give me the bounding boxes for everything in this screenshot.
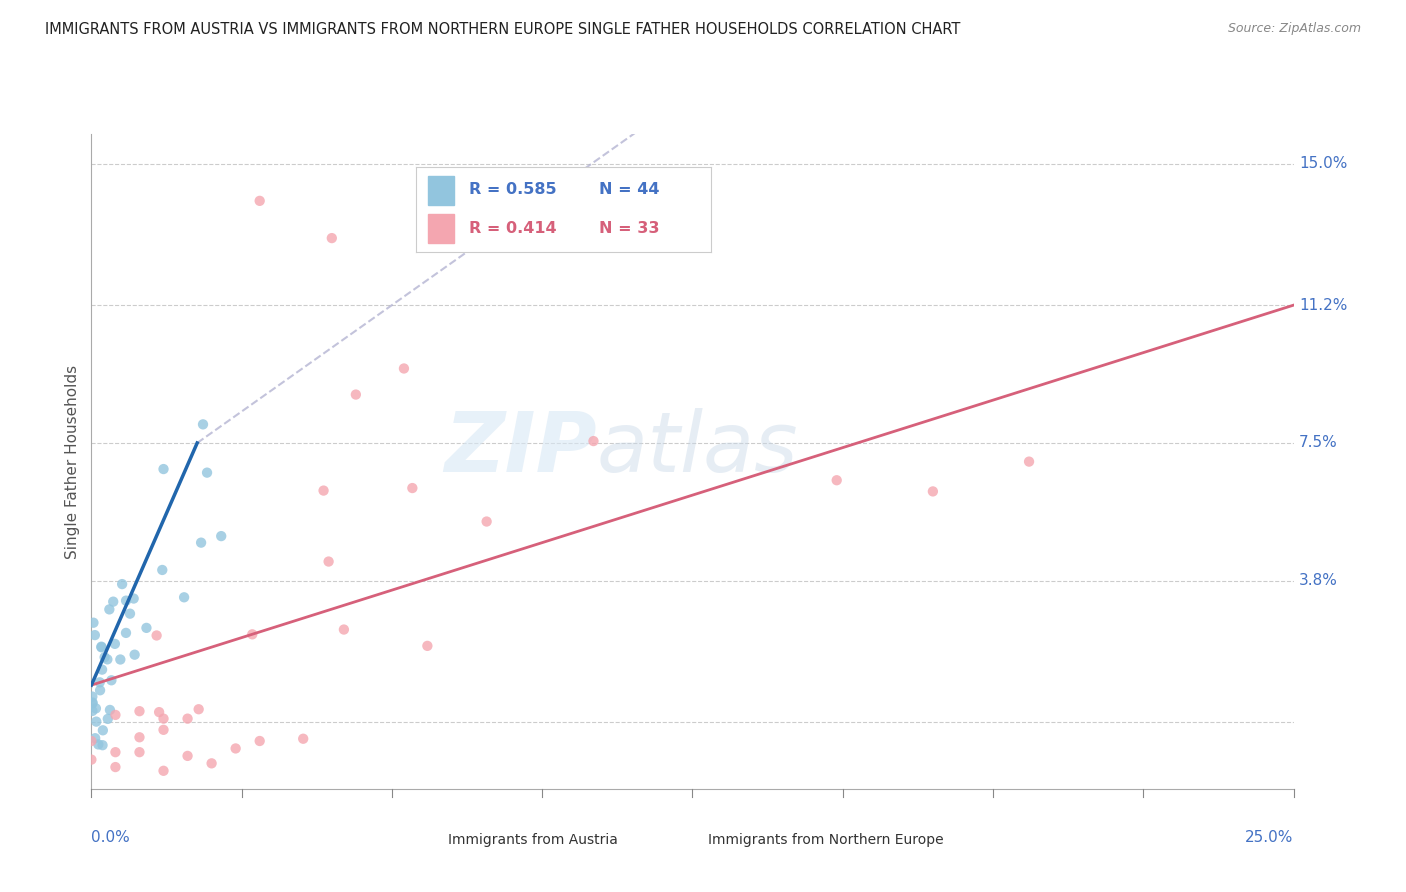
Text: 3.8%: 3.8% <box>1299 574 1339 589</box>
Point <box>401 481 423 495</box>
Text: 7.5%: 7.5% <box>1299 435 1339 450</box>
Point <box>173 591 195 605</box>
Point <box>582 434 605 448</box>
Point <box>82 704 104 718</box>
Point <box>475 515 498 529</box>
Point <box>145 628 167 642</box>
Text: atlas: atlas <box>596 408 799 489</box>
Point <box>128 731 150 745</box>
Point <box>176 712 198 726</box>
Point <box>104 745 127 759</box>
Point <box>89 675 111 690</box>
Point <box>91 723 114 738</box>
Text: R = 0.414: R = 0.414 <box>470 220 557 235</box>
Point <box>91 663 114 677</box>
Point <box>100 673 122 688</box>
Text: 15.0%: 15.0% <box>1299 156 1347 171</box>
Point <box>84 701 107 715</box>
Point <box>104 637 127 651</box>
Text: 0.0%: 0.0% <box>91 830 131 845</box>
Point <box>82 697 104 711</box>
Point <box>318 555 340 569</box>
Point <box>122 591 145 606</box>
Point <box>115 626 138 640</box>
Point <box>80 734 103 748</box>
Point <box>115 593 138 607</box>
Point <box>84 731 107 746</box>
Point <box>96 652 118 666</box>
Point <box>1018 455 1040 469</box>
Point <box>152 712 174 726</box>
Text: Immigrants from Austria: Immigrants from Austria <box>449 833 619 847</box>
Point <box>124 648 146 662</box>
Text: Immigrants from Northern Europe: Immigrants from Northern Europe <box>709 833 943 847</box>
Point <box>82 696 104 710</box>
Bar <box>427 214 454 244</box>
Point <box>152 764 174 778</box>
Point <box>98 602 121 616</box>
Point <box>152 462 174 476</box>
Point <box>98 703 121 717</box>
Point <box>249 734 271 748</box>
Point <box>87 738 110 752</box>
Text: Source: ZipAtlas.com: Source: ZipAtlas.com <box>1227 22 1361 36</box>
Point <box>89 683 111 698</box>
Point <box>104 707 127 722</box>
Point <box>416 639 439 653</box>
Point <box>333 623 356 637</box>
Point <box>225 741 247 756</box>
Bar <box>427 176 454 205</box>
Point <box>321 231 343 245</box>
Point <box>93 650 115 665</box>
Text: ZIP: ZIP <box>444 408 596 489</box>
Text: 25.0%: 25.0% <box>1246 830 1294 845</box>
Text: 11.2%: 11.2% <box>1299 298 1347 313</box>
Point <box>82 615 104 630</box>
Point <box>110 652 132 666</box>
Point <box>111 577 134 591</box>
Point <box>103 594 125 608</box>
Text: N = 33: N = 33 <box>599 220 659 235</box>
Point <box>80 753 103 767</box>
Point <box>148 705 170 719</box>
Point <box>249 194 271 208</box>
Point <box>128 745 150 759</box>
Point <box>201 756 224 771</box>
Point <box>209 529 232 543</box>
Point <box>150 563 173 577</box>
Point <box>195 466 218 480</box>
Point <box>84 714 107 729</box>
Point <box>392 361 415 376</box>
Text: IMMIGRANTS FROM AUSTRIA VS IMMIGRANTS FROM NORTHERN EUROPE SINGLE FATHER HOUSEHO: IMMIGRANTS FROM AUSTRIA VS IMMIGRANTS FR… <box>45 22 960 37</box>
Point <box>187 702 209 716</box>
Point <box>825 473 848 487</box>
Point <box>82 690 104 704</box>
Point <box>292 731 315 746</box>
Point <box>191 417 214 432</box>
Point <box>83 628 105 642</box>
Point <box>128 704 150 718</box>
Point <box>90 640 112 654</box>
Point <box>240 627 263 641</box>
Point <box>90 640 112 655</box>
Text: N = 44: N = 44 <box>599 183 659 197</box>
Text: R = 0.585: R = 0.585 <box>470 183 557 197</box>
Point <box>135 621 157 635</box>
Point <box>104 760 127 774</box>
Point <box>190 535 212 549</box>
Point <box>344 387 367 401</box>
Point <box>176 748 198 763</box>
Point <box>922 484 945 499</box>
Point <box>312 483 335 498</box>
Point <box>97 712 120 726</box>
Point <box>91 738 114 752</box>
Y-axis label: Single Father Households: Single Father Households <box>65 365 80 558</box>
Point <box>152 723 174 737</box>
Point <box>118 607 141 621</box>
